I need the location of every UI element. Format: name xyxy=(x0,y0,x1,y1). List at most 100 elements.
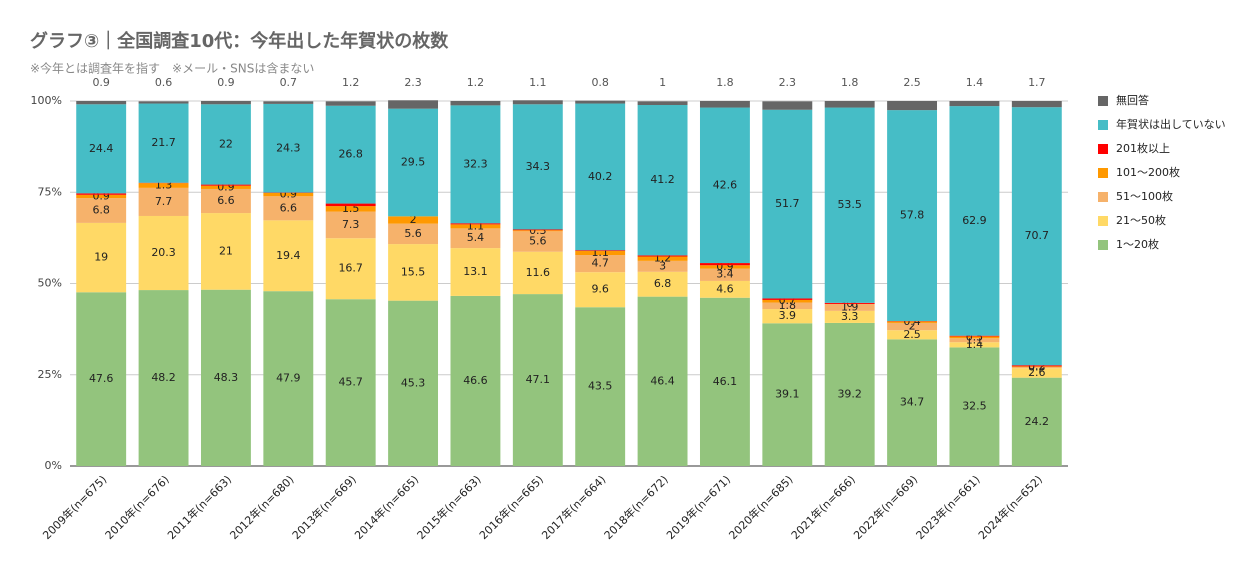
data-label: 0.8 xyxy=(591,76,609,89)
legend-label: 51〜100枚 xyxy=(1116,189,1173,203)
legend-label: 101〜200枚 xyxy=(1116,165,1180,179)
x-tick-label: 2012年(n=680) xyxy=(227,472,297,542)
data-label: 1.7 xyxy=(1028,76,1046,89)
data-label: 32.5 xyxy=(962,400,987,413)
chart-subtitle: ※今年とは調査年を指す ※メール・SNSは含まない xyxy=(30,61,314,76)
bar-segment xyxy=(326,101,376,105)
bar-segment xyxy=(638,101,688,105)
y-tick-label: 0% xyxy=(45,459,62,472)
data-label: 6.6 xyxy=(217,194,235,207)
data-label: 5.4 xyxy=(467,231,485,244)
bar-segment xyxy=(1012,101,1062,107)
data-label: 6.8 xyxy=(654,277,672,290)
bar-segment xyxy=(825,101,875,108)
x-tick-label: 2015年(n=663) xyxy=(414,472,484,542)
data-label: 6.6 xyxy=(280,201,298,214)
x-tick-label: 2023年(n=661) xyxy=(913,472,983,542)
data-label: 7.7 xyxy=(155,195,173,208)
bar-segment xyxy=(450,223,500,224)
data-label: 13.1 xyxy=(463,265,488,278)
data-label: 26.8 xyxy=(338,148,363,161)
data-label: 0.7 xyxy=(280,76,298,89)
data-label: 0.6 xyxy=(155,76,173,89)
data-label: 2.3 xyxy=(779,76,797,89)
x-tick-label: 2009年(n=675) xyxy=(40,472,110,542)
bar-segment xyxy=(700,101,750,108)
x-tick-label: 2024年(n=652) xyxy=(975,472,1045,542)
legend-label: 1〜20枚 xyxy=(1116,237,1159,251)
data-label: 39.1 xyxy=(775,388,800,401)
data-label: 47.9 xyxy=(276,372,301,385)
bar-segment xyxy=(450,101,500,105)
bar-segment xyxy=(139,101,189,103)
data-label: 41.2 xyxy=(650,173,675,186)
data-label: 20.3 xyxy=(151,246,176,259)
bar-segment xyxy=(201,185,251,186)
data-label: 16.7 xyxy=(338,262,363,275)
bar-segment xyxy=(949,336,999,337)
bar-segment xyxy=(76,101,126,104)
legend-label: 無回答 xyxy=(1116,93,1149,107)
data-label: 1.8 xyxy=(841,76,859,89)
data-label: 34.3 xyxy=(526,160,551,173)
legend-swatch xyxy=(1098,120,1108,130)
y-tick-label: 100% xyxy=(31,94,62,107)
data-label: 48.3 xyxy=(214,371,239,384)
bar-segment xyxy=(575,250,625,251)
data-label: 53.5 xyxy=(837,198,862,211)
data-label: 51.7 xyxy=(775,197,800,210)
data-label: 19 xyxy=(94,251,108,264)
x-tick-label: 2022年(n=669) xyxy=(850,472,920,542)
legend-label: 21〜50枚 xyxy=(1116,213,1166,227)
data-label: 0.9 xyxy=(217,76,235,89)
bar-segment xyxy=(388,100,438,108)
x-tick-label: 2010年(n=676) xyxy=(102,472,172,542)
data-label: 9.6 xyxy=(591,283,609,296)
bar-segment xyxy=(949,101,999,106)
bar-segment xyxy=(762,101,812,109)
y-tick-label: 25% xyxy=(38,368,62,381)
bar-segment xyxy=(825,303,875,304)
data-label: 42.6 xyxy=(713,178,738,191)
data-label: 2.5 xyxy=(903,76,921,89)
data-label: 70.7 xyxy=(1025,229,1050,242)
bar-segment xyxy=(263,101,313,104)
y-tick-label: 75% xyxy=(38,185,62,198)
legend-swatch xyxy=(1098,168,1108,178)
data-label: 46.6 xyxy=(463,374,488,387)
data-label: 40.2 xyxy=(588,170,613,183)
bar-segment xyxy=(513,229,563,230)
bar-segment xyxy=(513,100,563,104)
bar-segment xyxy=(700,263,750,265)
data-label: 2.3 xyxy=(404,76,422,89)
data-label: 32.3 xyxy=(463,157,488,170)
x-tick-label: 2014年(n=665) xyxy=(351,472,421,542)
x-tick-label: 2020年(n=685) xyxy=(726,472,796,542)
data-label: 1.1 xyxy=(529,76,547,89)
data-label: 1.4 xyxy=(966,76,984,89)
data-label: 24.3 xyxy=(276,141,301,154)
data-label: 21.7 xyxy=(151,136,176,149)
bar-segment xyxy=(762,298,812,299)
data-label: 1.8 xyxy=(716,76,734,89)
legend-label: 201枚以上 xyxy=(1116,141,1170,155)
data-label: 47.1 xyxy=(526,373,551,386)
x-tick-label: 2017年(n=664) xyxy=(539,472,609,542)
legend-swatch xyxy=(1098,192,1108,202)
data-label: 62.9 xyxy=(962,214,987,227)
data-label: 1.2 xyxy=(342,76,360,89)
legend-swatch xyxy=(1098,240,1108,250)
data-label: 46.1 xyxy=(713,375,738,388)
data-label: 1 xyxy=(659,76,666,89)
data-label: 0.9 xyxy=(92,76,110,89)
x-tick-label: 2019年(n=671) xyxy=(663,472,733,542)
data-label: 22 xyxy=(219,137,233,150)
legend-swatch xyxy=(1098,216,1108,226)
data-label: 48.2 xyxy=(151,371,176,384)
data-label: 45.3 xyxy=(401,376,426,389)
bar-segment xyxy=(201,101,251,104)
legend-swatch xyxy=(1098,96,1108,106)
legend-label: 年賀状は出していない xyxy=(1116,117,1226,131)
data-label: 15.5 xyxy=(401,265,426,278)
